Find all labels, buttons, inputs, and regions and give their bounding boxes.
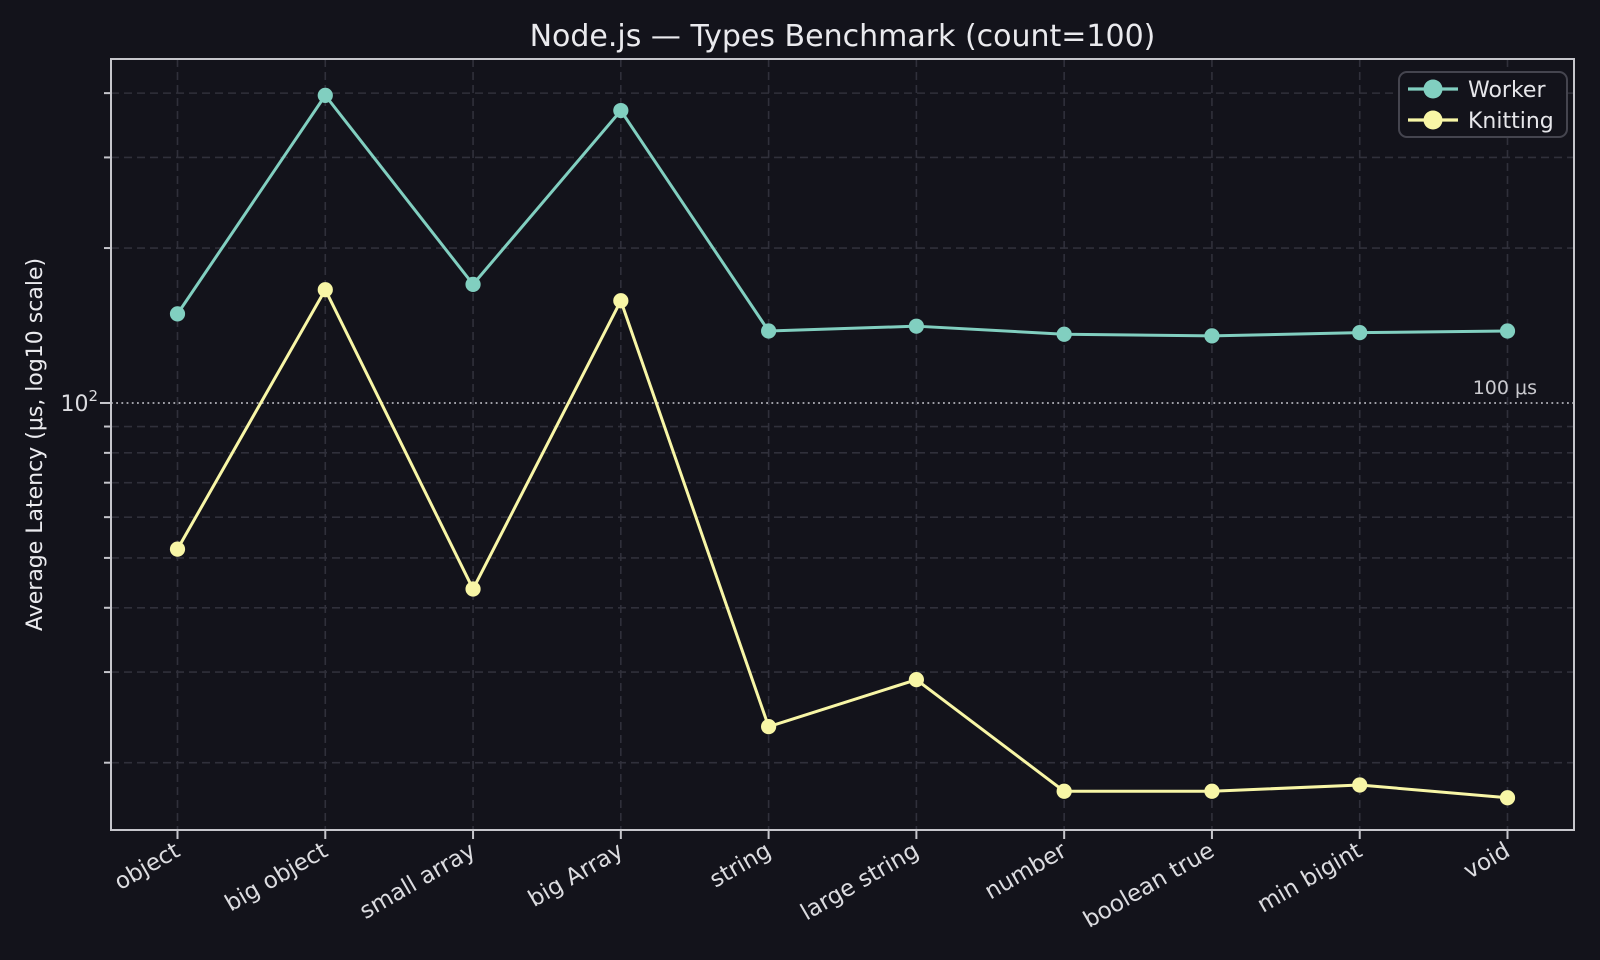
y-tick-label: 102 (60, 387, 98, 417)
x-tick-label-small-array: small array (355, 838, 480, 925)
x-tick-label-min-bigint: min bigint (1253, 838, 1367, 919)
legend-entry-knitting: Knitting (1468, 109, 1554, 134)
legend-marker-worker (1423, 79, 1443, 99)
knitting-point-big-object (317, 282, 333, 298)
y-axis: 102 (60, 92, 111, 764)
x-tick-label-string: string (705, 838, 775, 894)
worker-point-min-bigint (1352, 325, 1368, 341)
legend: Worker Knitting (1398, 71, 1568, 138)
worker-point-big-array (613, 102, 629, 119)
knitting-point-large-string (908, 672, 924, 688)
chart-title: Node.js — Types Benchmark (count=100) (530, 19, 1156, 54)
worker-point-number (1056, 326, 1072, 342)
y-axis-label: Average Latency (μs, log10 scale) (23, 258, 48, 631)
x-tick-label-big-array: big Array (524, 838, 628, 913)
knitting-point-min-bigint (1352, 777, 1368, 793)
worker-line (176, 93, 1509, 338)
grid (111, 59, 1574, 830)
knitting-point-big-array (613, 293, 629, 309)
worker-point-big-object (317, 87, 333, 103)
x-tick-label-void: void (1459, 838, 1514, 885)
x-tick-label-object: object (110, 838, 184, 896)
worker-point-large-string (908, 318, 924, 334)
plot-border (110, 58, 1575, 831)
x-tick-label-boolean-true: boolean true (1079, 838, 1219, 934)
knitting-point-object (169, 541, 186, 557)
worker-point-small-array (465, 276, 481, 292)
legend-entry-worker: Worker (1468, 78, 1546, 103)
worker-point-void (1499, 323, 1516, 339)
worker-point-boolean-true (1204, 328, 1220, 344)
x-axis: object big object small array big Array stri… (110, 830, 1515, 934)
worker-point-object (169, 306, 186, 322)
knitting-point-small-array (465, 581, 481, 597)
knitting-point-number (1056, 783, 1072, 799)
worker-point-string (761, 323, 777, 339)
knitting-point-boolean-true (1204, 783, 1220, 799)
x-tick-label-large-string: large string (796, 838, 923, 926)
knitting-point-void (1499, 790, 1516, 806)
knitting-point-string (761, 719, 777, 735)
reference-line-label: 100 μs (1473, 377, 1537, 399)
knitting-line (176, 288, 1509, 800)
legend-marker-knitting (1423, 110, 1443, 130)
x-tick-label-big-object: big object (221, 838, 333, 917)
x-tick-label-number: number (980, 837, 1071, 905)
